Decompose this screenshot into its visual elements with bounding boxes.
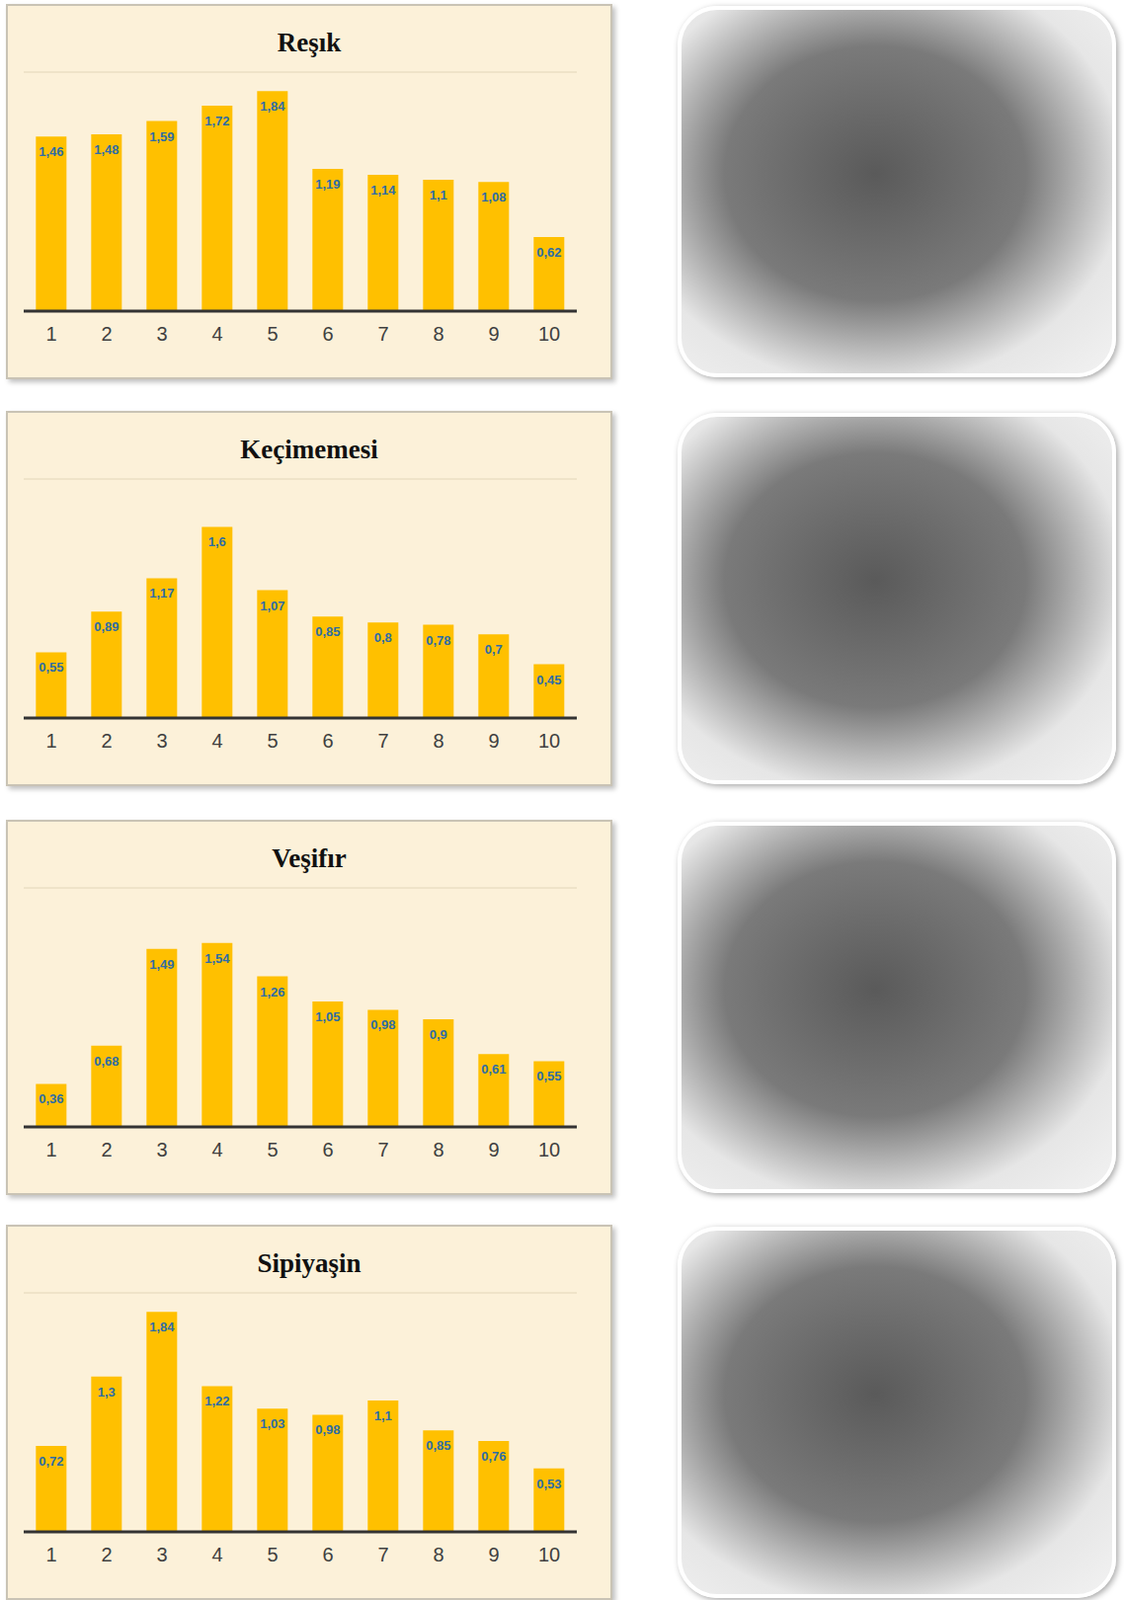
svg-text:1,1: 1,1 (374, 1408, 393, 1424)
svg-text:2: 2 (100, 1138, 112, 1161)
svg-text:1,84: 1,84 (259, 98, 286, 114)
svg-text:0,68: 0,68 (93, 1053, 119, 1069)
svg-text:9: 9 (487, 322, 499, 345)
svg-text:8: 8 (432, 1138, 444, 1161)
svg-text:5: 5 (266, 1543, 278, 1566)
svg-text:0,98: 0,98 (370, 1017, 396, 1033)
svg-text:6: 6 (321, 729, 333, 752)
svg-text:2: 2 (100, 1543, 112, 1566)
svg-text:1,49: 1,49 (149, 957, 174, 972)
svg-text:0,36: 0,36 (38, 1091, 64, 1107)
html-text:Sipiyaşin: Sipiyaşin (257, 1248, 362, 1279)
svg-text:6: 6 (321, 1543, 333, 1566)
svg-text:1: 1 (45, 322, 57, 345)
svg-text:1,54: 1,54 (204, 951, 231, 966)
svg-text:1,72: 1,72 (204, 113, 230, 129)
svg-text:1,22: 1,22 (204, 1393, 230, 1409)
svg-text:10: 10 (538, 1543, 561, 1566)
svg-text:1,46: 1,46 (38, 144, 64, 160)
svg-text:0,7: 0,7 (484, 642, 503, 657)
svg-text:0,78: 0,78 (425, 633, 451, 648)
svg-text:8: 8 (432, 1543, 444, 1566)
svg-text:7: 7 (377, 1543, 389, 1566)
svg-text:4: 4 (211, 1138, 223, 1161)
svg-text:0,76: 0,76 (481, 1448, 506, 1464)
svg-text:10: 10 (538, 729, 561, 752)
svg-text:9: 9 (487, 1138, 499, 1161)
svg-text:1,59: 1,59 (149, 129, 174, 145)
svg-text:4: 4 (211, 322, 223, 345)
svg-text:0,55: 0,55 (536, 1068, 562, 1084)
svg-text:2: 2 (100, 729, 112, 752)
svg-text:1,17: 1,17 (149, 585, 174, 601)
svg-text:1: 1 (45, 1543, 57, 1566)
svg-text:0,98: 0,98 (315, 1422, 340, 1438)
svg-text:4: 4 (211, 729, 223, 752)
svg-text:1,6: 1,6 (208, 534, 227, 550)
svg-text:0,8: 0,8 (374, 630, 393, 645)
svg-text:10: 10 (538, 1138, 561, 1161)
svg-text:10: 10 (538, 322, 561, 345)
svg-text:3: 3 (156, 1138, 167, 1161)
svg-text:1,05: 1,05 (315, 1009, 340, 1025)
svg-text:0,85: 0,85 (425, 1438, 451, 1453)
svg-text:4: 4 (211, 1543, 223, 1566)
svg-text:0,53: 0,53 (536, 1476, 562, 1492)
svg-text:3: 3 (156, 729, 167, 752)
svg-text:7: 7 (377, 322, 389, 345)
svg-text:0,89: 0,89 (93, 619, 119, 635)
html-text:Keçimemesi: Keçimemesi (240, 434, 378, 465)
svg-text:1,26: 1,26 (259, 984, 285, 1000)
svg-text:1,1: 1,1 (429, 187, 448, 203)
svg-text:1,08: 1,08 (481, 189, 506, 205)
svg-text:5: 5 (266, 729, 278, 752)
html-text:Reşık: Reşık (277, 27, 342, 58)
svg-text:0,45: 0,45 (536, 672, 562, 688)
svg-text:1,03: 1,03 (259, 1416, 285, 1432)
svg-text:0,9: 0,9 (429, 1027, 448, 1043)
svg-text:9: 9 (487, 729, 499, 752)
svg-text:1,48: 1,48 (93, 142, 119, 158)
html-text:Veşifır: Veşifır (271, 843, 347, 874)
svg-text:1,19: 1,19 (315, 176, 340, 192)
svg-text:7: 7 (377, 1138, 389, 1161)
svg-text:2: 2 (100, 322, 112, 345)
svg-text:0,85: 0,85 (315, 624, 340, 640)
svg-text:3: 3 (156, 322, 167, 345)
svg-text:1,07: 1,07 (259, 598, 285, 614)
svg-text:8: 8 (432, 729, 444, 752)
svg-text:0,61: 0,61 (481, 1061, 506, 1077)
svg-text:0,62: 0,62 (536, 244, 562, 260)
svg-text:7: 7 (377, 729, 389, 752)
svg-text:1,3: 1,3 (97, 1384, 116, 1400)
svg-text:5: 5 (266, 1138, 278, 1161)
svg-text:0,72: 0,72 (38, 1453, 64, 1469)
svg-text:3: 3 (156, 1543, 167, 1566)
svg-text:5: 5 (266, 322, 278, 345)
svg-text:1,14: 1,14 (370, 182, 397, 198)
svg-text:8: 8 (432, 322, 444, 345)
svg-text:1: 1 (45, 1138, 57, 1161)
svg-text:6: 6 (321, 1138, 333, 1161)
svg-text:1: 1 (45, 729, 57, 752)
svg-text:9: 9 (487, 1543, 499, 1566)
svg-text:6: 6 (321, 322, 333, 345)
svg-text:1,84: 1,84 (149, 1319, 175, 1335)
svg-text:0,55: 0,55 (38, 659, 64, 675)
